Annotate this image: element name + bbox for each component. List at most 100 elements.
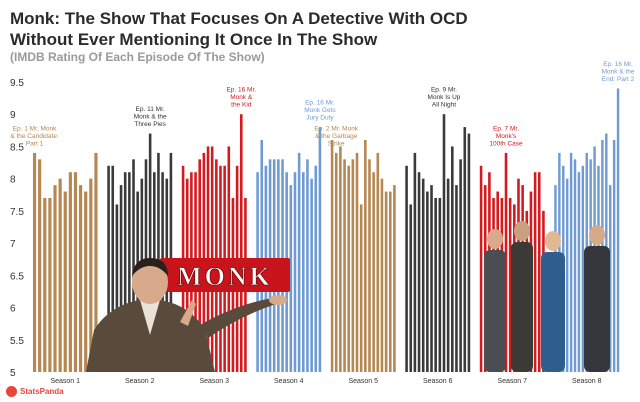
annotation-label: & the Candidate:	[10, 133, 59, 140]
annotation-label: Ep. 11 Mr.	[136, 106, 165, 113]
episode-bar	[612, 140, 616, 372]
episode-bar	[368, 159, 371, 372]
episode-bar	[442, 114, 446, 372]
episode-bar	[417, 172, 421, 372]
episode-bar	[48, 198, 52, 372]
episode-bar	[388, 191, 392, 372]
episode-bar	[537, 172, 541, 372]
episode-bar	[430, 185, 433, 372]
episode-bar	[239, 114, 243, 372]
episode-bar	[79, 185, 83, 372]
episode-bar	[334, 152, 338, 372]
brand-logo: StatsPanda	[6, 386, 64, 397]
episode-bar	[58, 178, 62, 372]
show-logo-bg	[160, 258, 290, 292]
y-tick-label: 9	[10, 110, 16, 121]
cast-overlay: MONK	[86, 221, 610, 372]
season-label: Season 4	[274, 378, 304, 385]
season-label: Season 1	[50, 378, 80, 385]
episode-bar	[508, 198, 512, 372]
episode-bar	[128, 172, 131, 372]
annotation-label: Ep. 7 Mr.	[493, 125, 519, 132]
annotation-label: Strike	[328, 140, 345, 147]
episode-bar	[314, 165, 318, 372]
episode-bar	[609, 185, 612, 372]
annotation-label: Monk & the	[602, 68, 635, 75]
episode-bar	[293, 172, 297, 372]
episode-bar	[364, 140, 367, 372]
annotation-label: Monk &	[230, 94, 253, 101]
episode-bar	[73, 172, 78, 372]
season-label: Season 5	[348, 378, 378, 385]
y-tick-label: 5	[10, 368, 16, 379]
episode-bar	[318, 127, 322, 372]
y-tick-label: 8	[10, 175, 16, 186]
episode-bar	[380, 178, 384, 372]
episode-bar	[455, 185, 458, 372]
episode-bar	[115, 204, 119, 372]
episode-bar	[68, 172, 72, 372]
annotation-label: Ep. 16 Mr.	[226, 87, 256, 94]
episode-bar	[376, 152, 380, 372]
episode-bar	[111, 165, 115, 372]
episode-bar	[479, 165, 483, 372]
annotation-label: Monk Is Up	[428, 94, 461, 101]
y-tick-label: 5.5	[10, 336, 24, 347]
annotation-label: Monk's	[496, 133, 517, 140]
episode-bar	[438, 198, 442, 372]
annotation-label: Monk & the	[134, 114, 167, 121]
show-logo-text: MONK	[177, 262, 273, 291]
annotation-label: Ep. 16 Mr.	[603, 61, 633, 68]
episode-bar	[372, 172, 375, 372]
episode-bar	[43, 198, 47, 372]
episode-bar	[504, 152, 508, 372]
brand-name: StatsPanda	[20, 387, 64, 396]
cast-group-figure	[484, 221, 610, 372]
y-axis: 5 5.5 6 6.5 7 7.5 8 8.5 9 9.5	[10, 78, 24, 379]
episode-bar	[565, 178, 569, 372]
annotation-label: End: Part 2	[602, 76, 635, 83]
episode-bar	[94, 152, 98, 372]
annotation-label: 100th Case	[489, 140, 523, 147]
episode-bar	[123, 172, 127, 372]
episode-bar	[421, 178, 425, 372]
annotation-label: Part 1	[26, 140, 44, 147]
chart-subtitle: (IMDB Rating Of Each Episode Of The Show…	[10, 50, 265, 64]
episode-bar	[297, 152, 301, 372]
episode-bar	[355, 152, 359, 372]
season-label: Season 7	[497, 378, 527, 385]
chart-title: Monk: The Show That Focuses On A Detecti…	[10, 9, 468, 49]
annotation-label: Jury Duty	[306, 115, 334, 122]
episode-bar	[260, 140, 264, 372]
episode-bar	[351, 159, 355, 372]
annotation-label: Ep. 2 Mr. Monk	[314, 125, 358, 132]
episode-bar	[463, 127, 467, 372]
episode-bar	[426, 191, 429, 372]
episode-bar	[384, 191, 388, 372]
episode-bar	[148, 133, 152, 372]
episode-bar	[393, 185, 396, 372]
annotations: Ep. 1 Mr. Monk& the Candidate:Part 1 Ep. …	[10, 61, 635, 147]
episode-bar	[359, 204, 363, 372]
episode-bar	[451, 146, 454, 372]
episode-bar	[89, 178, 93, 372]
episode-bar	[569, 152, 573, 372]
episode-bar	[413, 152, 417, 372]
episode-bar	[459, 159, 462, 372]
episode-bar	[302, 172, 305, 372]
panda-icon	[6, 386, 17, 397]
episode-bar	[107, 165, 110, 372]
episode-bar	[32, 152, 37, 372]
episode-bar	[581, 165, 585, 372]
episode-bar	[63, 191, 67, 372]
season-label: Season 3	[199, 378, 229, 385]
annotation-label: Ep. 16 Mr.	[305, 100, 335, 107]
annotation-label: the Kid	[231, 102, 252, 109]
annotation-label: Ep. 1 Mr. Monk	[13, 125, 57, 132]
episode-bar	[53, 185, 57, 372]
episode-bar	[446, 178, 450, 372]
episode-bar	[343, 159, 346, 372]
episode-bar	[409, 204, 413, 372]
episode-bar	[405, 165, 408, 372]
